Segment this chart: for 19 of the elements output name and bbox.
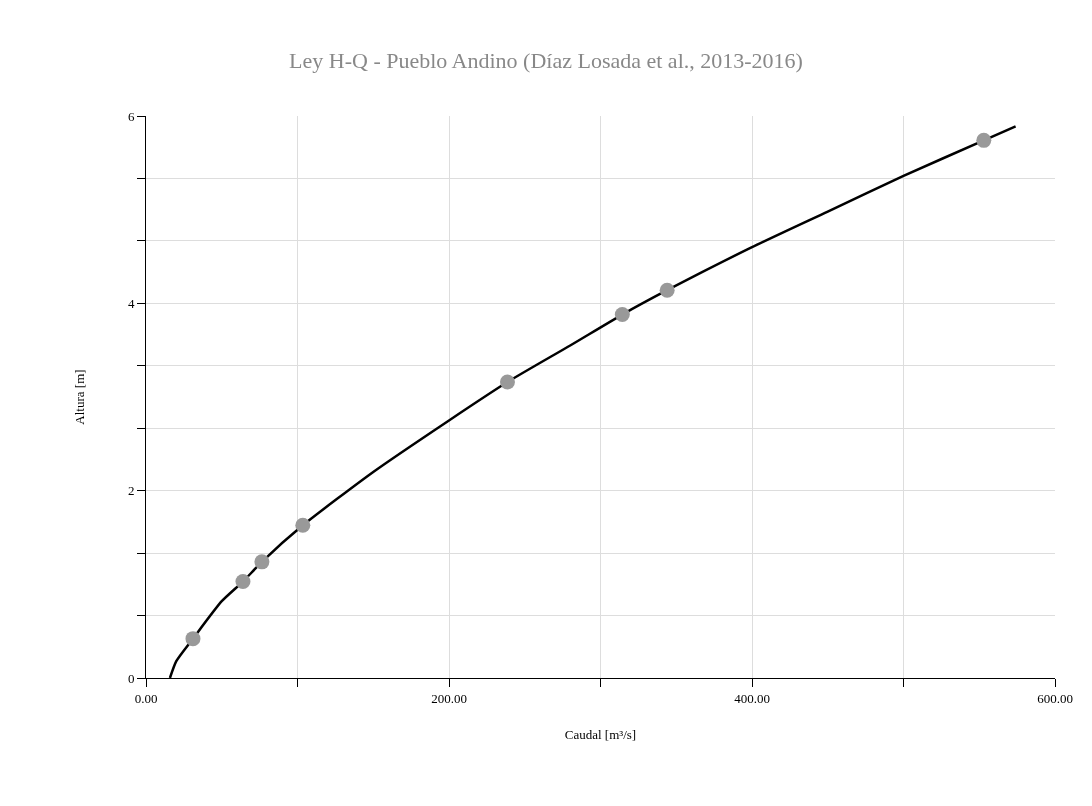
point <box>976 132 992 148</box>
y-tick-label: 2 <box>127 483 135 499</box>
chart-title: Ley H-Q - Pueblo Andino (Díaz Losada et al., 2013-2016) <box>289 48 803 74</box>
y-tick-label: 6 <box>127 108 135 124</box>
point <box>295 517 311 533</box>
point <box>614 307 630 323</box>
point <box>235 574 251 590</box>
y-tick-label: 4 <box>127 295 135 311</box>
x-tick-label: 400.00 <box>734 690 770 706</box>
point <box>659 282 675 298</box>
point <box>254 554 270 570</box>
y-tick-label: 0 <box>127 670 135 686</box>
point <box>185 631 201 647</box>
x-axis-title: Caudal [m³/s] <box>564 727 637 743</box>
x-tick-label: 200.00 <box>431 690 467 706</box>
x-tick-label: 600.00 <box>1037 690 1073 706</box>
x-tick-label: 0.00 <box>134 690 158 706</box>
y-axis-title: Altura [m] <box>71 369 87 425</box>
point <box>499 374 515 390</box>
